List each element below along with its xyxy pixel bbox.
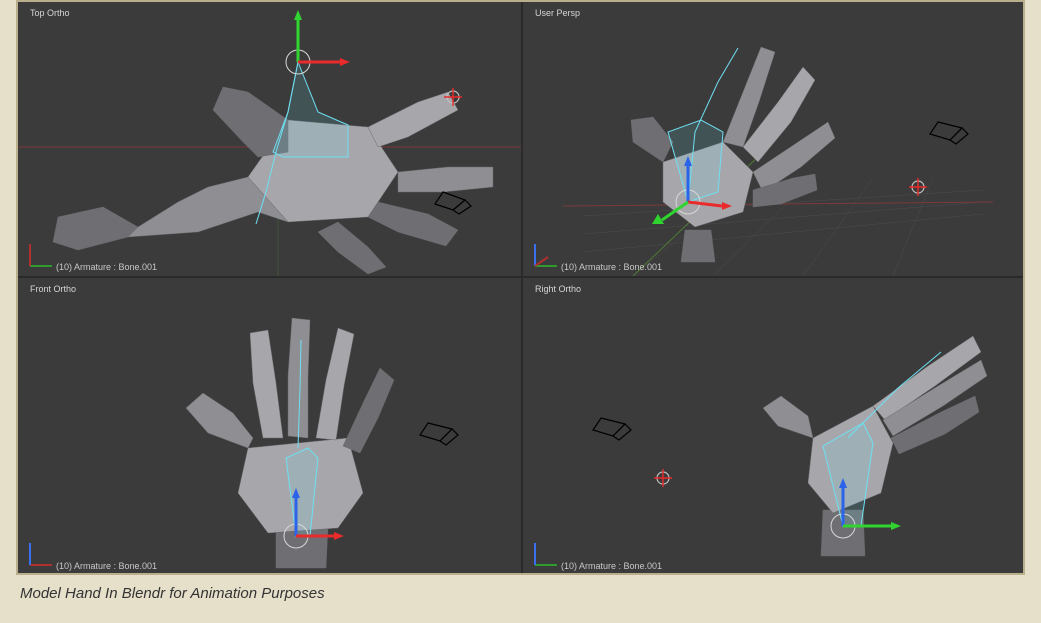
axis-mini-icon <box>531 539 561 569</box>
viewport-title: Top Ortho <box>30 8 70 18</box>
image-caption: Model Hand In Blendr for Animation Purpo… <box>16 575 1025 602</box>
viewport-footer: (10) Armature : Bone.001 <box>56 561 157 571</box>
viewport-title: Right Ortho <box>535 284 581 294</box>
axis-mini-icon <box>26 539 56 569</box>
screenshot-frame: Top Ortho (10) Armature : Bone.001 <box>16 0 1025 575</box>
viewport-right-ortho[interactable]: Right Ortho (10) Armature : Bone.001 <box>523 278 1023 575</box>
viewport-canvas[interactable] <box>523 278 1023 575</box>
viewport-title: User Persp <box>535 8 580 18</box>
viewport-canvas[interactable] <box>18 278 521 575</box>
viewport-title: Front Ortho <box>30 284 76 294</box>
axis-mini-icon <box>26 240 56 270</box>
viewport-footer: (10) Armature : Bone.001 <box>561 561 662 571</box>
viewport-top-ortho[interactable]: Top Ortho (10) Armature : Bone.001 <box>18 2 521 276</box>
page: Top Ortho (10) Armature : Bone.001 <box>0 0 1041 623</box>
axis-mini-icon <box>531 240 561 270</box>
viewport-canvas[interactable] <box>18 2 521 276</box>
viewport-footer: (10) Armature : Bone.001 <box>561 262 662 272</box>
viewport-footer: (10) Armature : Bone.001 <box>56 262 157 272</box>
viewport-front-ortho[interactable]: Front Ortho (10) Armature : Bone.001 <box>18 278 521 575</box>
viewport-canvas[interactable] <box>523 2 1023 276</box>
quad-view: Top Ortho (10) Armature : Bone.001 <box>18 2 1023 573</box>
viewport-user-persp[interactable]: User Persp (10) Armature : Bone.001 <box>523 2 1023 276</box>
